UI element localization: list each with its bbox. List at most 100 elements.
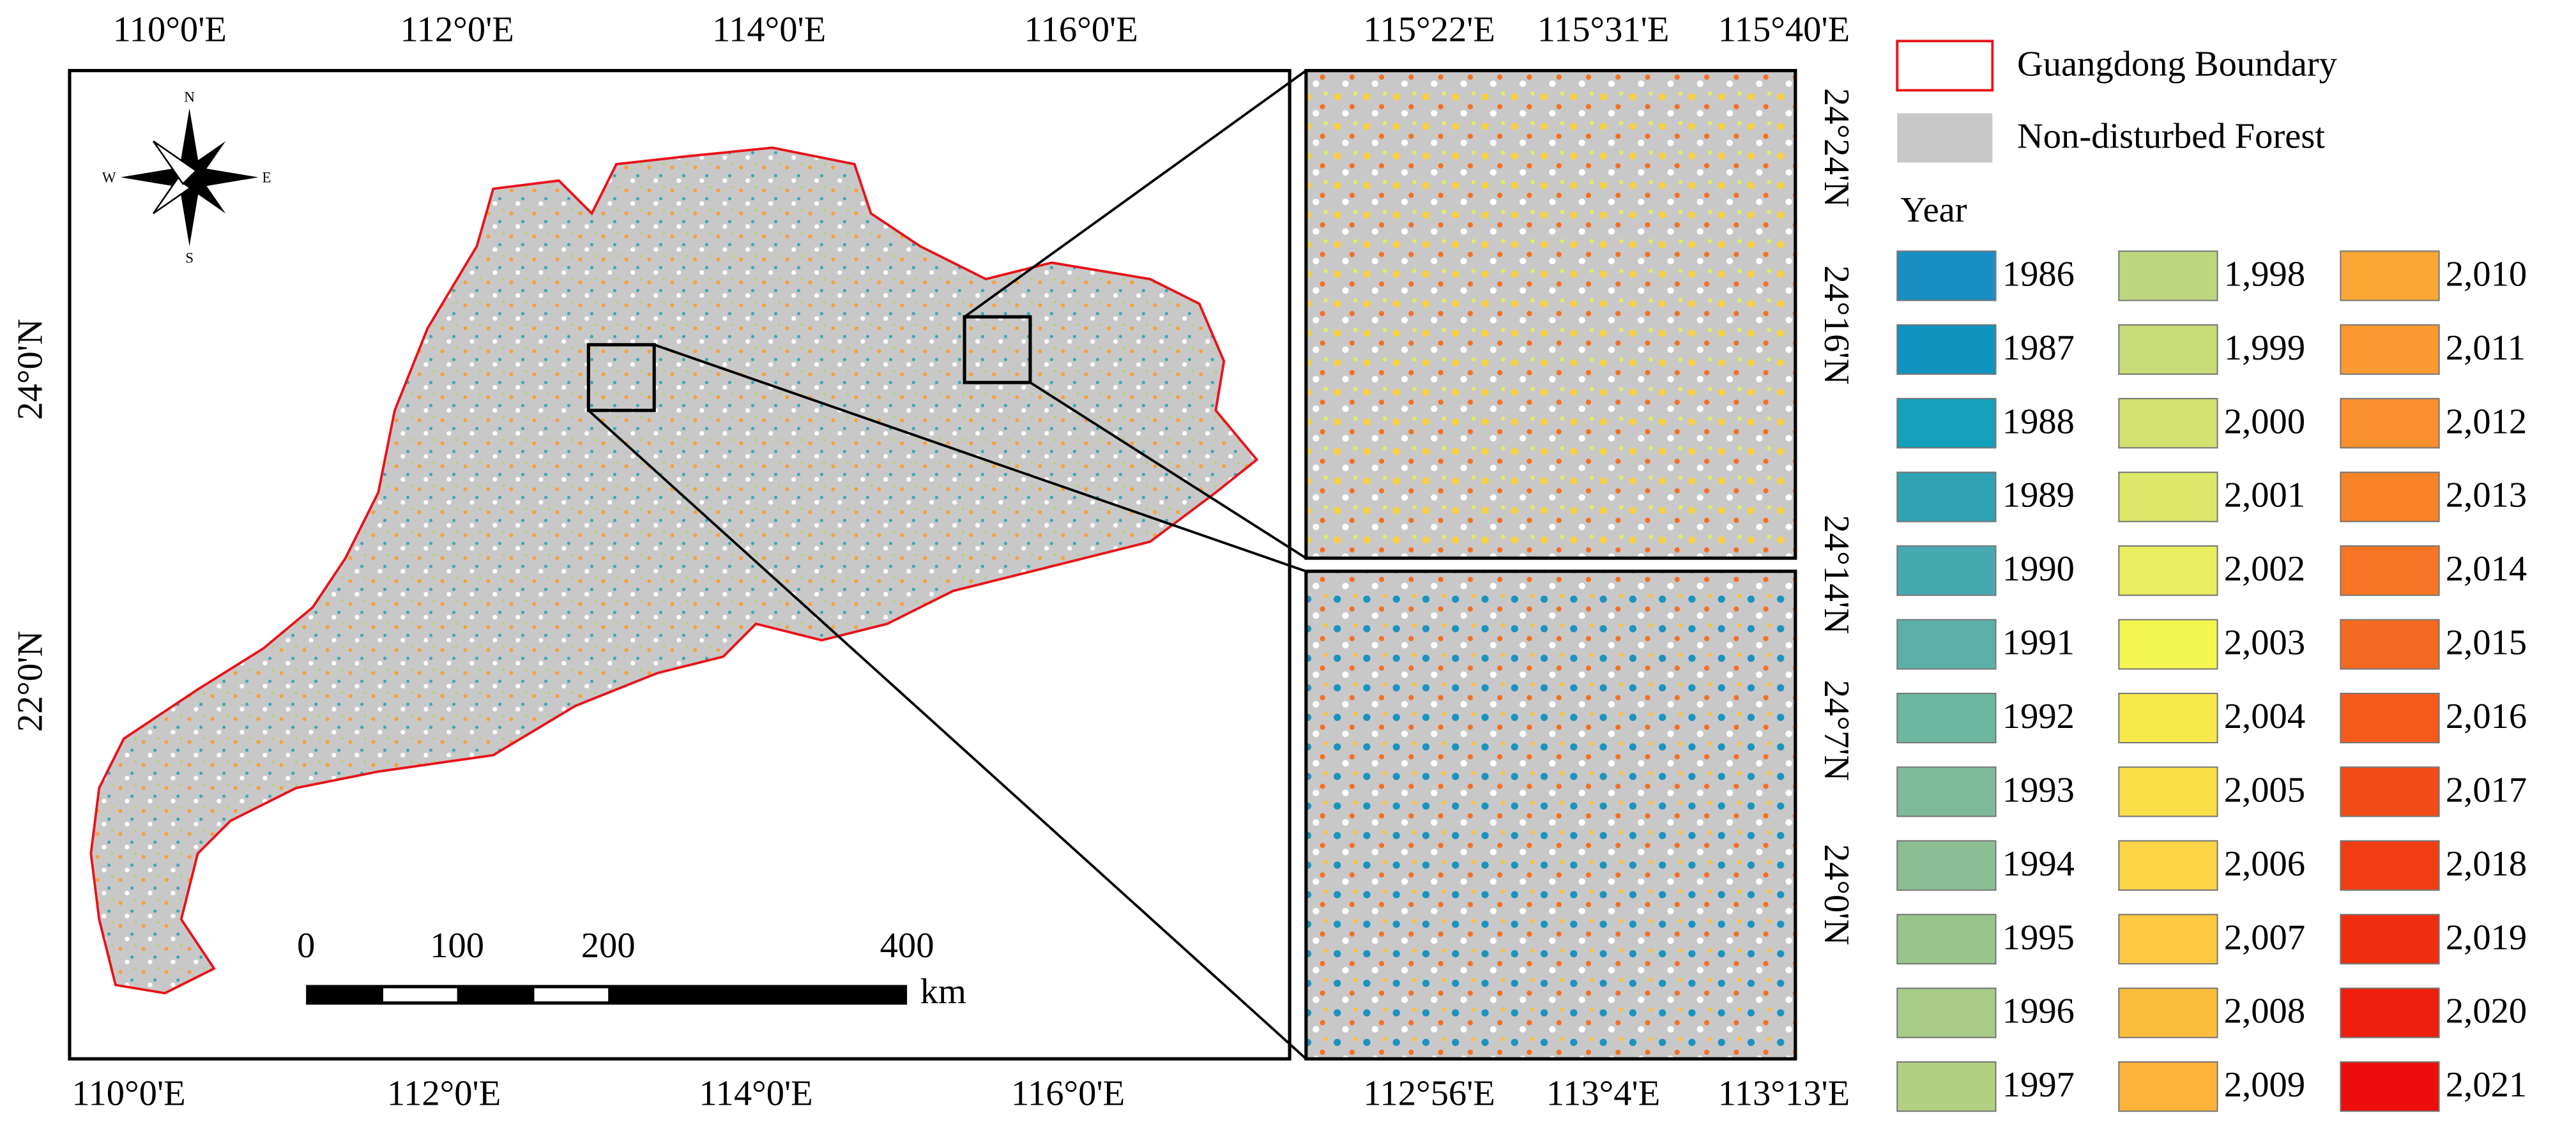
legend-label: 2,018 xyxy=(2446,844,2527,884)
legend-swatch xyxy=(1896,40,1994,92)
longitude-label: 110°0'E xyxy=(72,1073,185,1113)
legend-label: 2,011 xyxy=(2446,328,2526,368)
longitude-label: 112°56'E xyxy=(1363,1073,1495,1113)
legend-label: 2,010 xyxy=(2446,254,2527,294)
legend-label: 2,001 xyxy=(2224,476,2305,515)
scale-bar: 0 100 200 400 km xyxy=(297,926,966,1011)
legend-label: 1989 xyxy=(2002,476,2075,515)
legend-swatch xyxy=(1896,1061,1997,1112)
legend-label: 1987 xyxy=(2002,328,2075,368)
legend-swatch xyxy=(1896,840,1997,891)
legend-label: 2,004 xyxy=(2224,697,2305,736)
legend-label: Guangdong Boundary xyxy=(2017,44,2338,84)
legend-label: 2,006 xyxy=(2224,844,2305,884)
legend-swatch xyxy=(2118,1061,2218,1112)
zoom-box xyxy=(963,315,1032,384)
compass: N S E W xyxy=(102,89,271,267)
legend-swatch xyxy=(2340,250,2440,301)
latitude-label: 24°24'N xyxy=(1817,88,1856,208)
compass-label: N xyxy=(184,89,195,106)
legend-swatch xyxy=(2340,619,2440,670)
legend-swatch xyxy=(1896,250,1997,301)
legend-swatch xyxy=(2340,324,2440,375)
legend-label: 2,016 xyxy=(2446,697,2527,736)
legend-label: 2,012 xyxy=(2446,402,2527,441)
scale-unit: km xyxy=(920,972,966,1011)
legend-label: 1,999 xyxy=(2224,328,2305,368)
longitude-label: 116°0'E xyxy=(1024,10,1138,49)
legend-swatch xyxy=(2118,766,2218,817)
legend-swatch xyxy=(2340,840,2440,891)
compass-label: E xyxy=(262,170,271,186)
legend-label: 2,003 xyxy=(2224,623,2305,663)
legend-label: 2,021 xyxy=(2446,1065,2527,1105)
latitude-label: 24°7'N xyxy=(1817,680,1856,781)
legend-swatch xyxy=(1896,324,1997,375)
legend-label: 1,998 xyxy=(2224,254,2305,294)
legend-swatch xyxy=(1896,914,1997,965)
longitude-label: 115°22'E xyxy=(1363,10,1495,49)
legend-label: 2,000 xyxy=(2224,402,2305,441)
latitude-label: 24°14'N xyxy=(1817,515,1856,634)
longitude-label: 116°0'E xyxy=(1011,1073,1125,1113)
latitude-label: 24°0'N xyxy=(10,319,50,420)
legend-swatch xyxy=(2118,840,2218,891)
legend-label: 2,009 xyxy=(2224,1065,2305,1105)
legend-swatch xyxy=(1896,987,1997,1038)
compass-label: W xyxy=(102,170,116,186)
legend-swatch xyxy=(2340,1061,2440,1112)
legend-swatch xyxy=(2118,987,2218,1038)
legend-label: 2,007 xyxy=(2224,918,2305,957)
legend-label: 1994 xyxy=(2002,844,2075,884)
legend-swatch xyxy=(2340,987,2440,1038)
legend-swatch xyxy=(1897,113,1993,163)
longitude-label: 110°0'E xyxy=(113,10,227,49)
longitude-label: 112°0'E xyxy=(387,1073,501,1113)
longitude-label: 115°31'E xyxy=(1537,10,1670,49)
longitude-label: 113°4'E xyxy=(1546,1073,1660,1113)
legend: Guangdong Boundary Non-disturbed Forest … xyxy=(1896,40,2527,1112)
legend-label: 2,019 xyxy=(2446,918,2527,957)
legend-swatch xyxy=(2340,766,2440,817)
legend-label: 2,013 xyxy=(2446,476,2527,515)
legend-swatch xyxy=(2340,545,2440,596)
longitude-label: 113°13'E xyxy=(1718,1073,1850,1113)
longitude-label: 112°0'E xyxy=(400,10,514,49)
legend-swatch xyxy=(2340,692,2440,744)
legend-label: 1990 xyxy=(2002,549,2075,589)
legend-swatch xyxy=(1896,545,1997,596)
legend-swatch xyxy=(2118,398,2218,449)
legend-label: 2,020 xyxy=(2446,992,2527,1031)
legend-swatch xyxy=(1896,398,1997,449)
legend-swatch xyxy=(1896,471,1997,522)
legend-swatch xyxy=(1896,766,1997,817)
legend-label: Non-disturbed Forest xyxy=(2017,117,2325,156)
legend-label: 2,017 xyxy=(2446,770,2527,810)
legend-swatch xyxy=(2340,398,2440,449)
legend-swatch xyxy=(2118,471,2218,522)
scale-label: 200 xyxy=(581,926,636,966)
legend-label: 2,015 xyxy=(2446,623,2527,663)
legend-swatch xyxy=(2118,692,2218,744)
legend-swatch xyxy=(2118,545,2218,596)
legend-label: 1997 xyxy=(2002,1065,2075,1105)
zoom-lines xyxy=(588,69,1307,1060)
legend-swatch xyxy=(2118,619,2218,670)
longitude-label: 115°40'E xyxy=(1718,10,1850,49)
compass-label: S xyxy=(185,250,194,267)
scale-label: 100 xyxy=(430,926,484,966)
legend-label: 1991 xyxy=(2002,623,2075,663)
legend-label: 1986 xyxy=(2002,254,2075,294)
inset-bottom xyxy=(1304,570,1797,1061)
legend-label: 2,002 xyxy=(2224,549,2305,589)
legend-label: 1988 xyxy=(2002,402,2075,441)
longitude-label: 114°0'E xyxy=(712,10,826,49)
legend-label: 1992 xyxy=(2002,697,2075,736)
latitude-label: 24°0'N xyxy=(1817,844,1856,945)
zoom-box xyxy=(586,343,656,413)
legend-swatch xyxy=(2340,914,2440,965)
legend-swatch xyxy=(2118,324,2218,375)
legend-label: 1993 xyxy=(2002,770,2075,810)
legend-swatch xyxy=(1896,692,1997,744)
